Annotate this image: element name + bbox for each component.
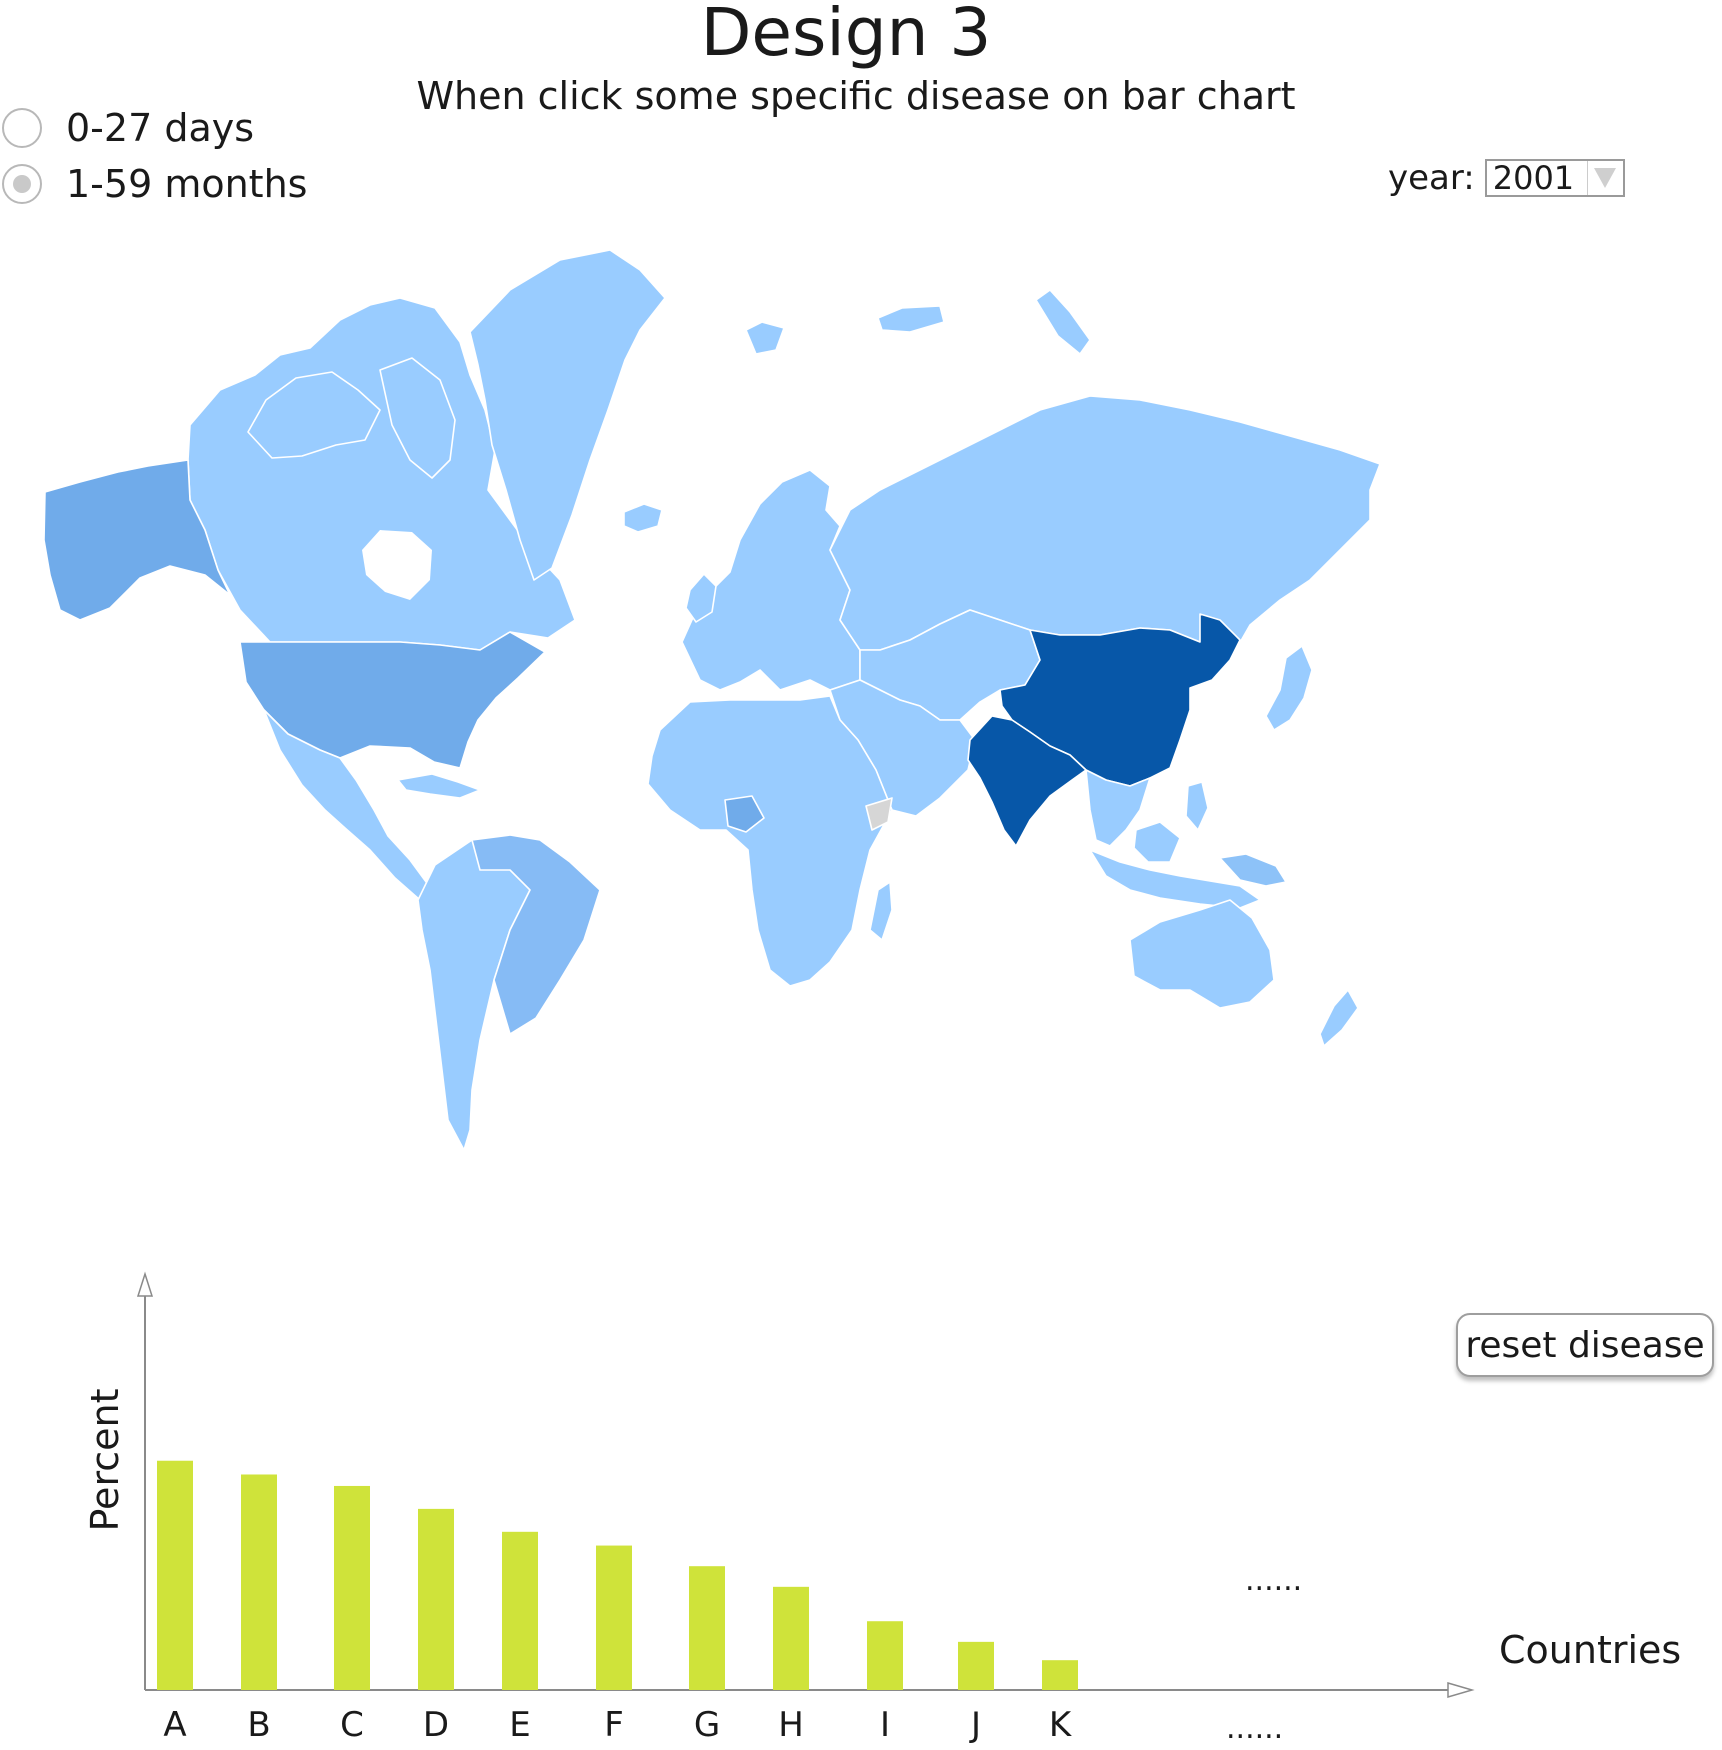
x-tick-label-H: H: [778, 1705, 804, 1745]
reset-disease-button[interactable]: reset disease: [1456, 1313, 1714, 1377]
map-region-philippines[interactable]: [1185, 781, 1209, 831]
map-region-nigeria[interactable]: [724, 795, 765, 833]
map-region-arctic-islands[interactable]: [247, 371, 381, 459]
bar-J[interactable]: [958, 1641, 994, 1690]
chart-x-ticks: A B C D E F G H I J K: [163, 1705, 1072, 1745]
map-region-africa[interactable]: [647, 695, 893, 987]
map-region-new-zealand[interactable]: [1319, 989, 1359, 1047]
map-region-india[interactable]: [967, 715, 1087, 847]
year-select[interactable]: 2001: [1484, 159, 1625, 197]
map-region-brazil[interactable]: [471, 834, 601, 1035]
year-value: 2001: [1492, 159, 1575, 197]
chart-continuation-upper: ......: [1245, 1563, 1302, 1598]
map-region-baffin[interactable]: [379, 357, 456, 479]
year-control: year: 2001: [1388, 158, 1625, 198]
x-tick-label-E: E: [509, 1705, 530, 1745]
map-region-papua[interactable]: [1219, 853, 1287, 887]
x-tick-label-C: C: [340, 1705, 364, 1745]
map-region-indonesia[interactable]: [1089, 849, 1261, 909]
bar-F[interactable]: [596, 1545, 632, 1690]
bar-chart-svg: Countries Percent ...... ...... A B C D E F G H…: [83, 1271, 1681, 1746]
bar-A[interactable]: [157, 1460, 193, 1690]
bar-chart: Countries Percent ...... ...... A B C D E F G H…: [0, 1270, 1722, 1750]
bar-D[interactable]: [418, 1508, 454, 1690]
bar-B[interactable]: [241, 1474, 277, 1690]
radio-button[interactable]: [2, 108, 42, 148]
x-tick-label-F: F: [604, 1705, 624, 1745]
y-axis-arrow-icon: [136, 1271, 154, 1297]
map-region-borneo[interactable]: [1133, 821, 1181, 863]
radio-label: 1-59 months: [66, 162, 308, 206]
world-map-svg: [43, 250, 1381, 1151]
map-region-caribbean[interactable]: [397, 773, 481, 799]
world-map[interactable]: [40, 250, 1540, 1240]
radio-option-1-59-months[interactable]: 1-59 months: [2, 156, 307, 212]
map-region-russia[interactable]: [829, 395, 1381, 661]
map-region-madagascar[interactable]: [869, 881, 893, 941]
chevron-down-icon[interactable]: [1586, 161, 1623, 195]
x-axis-label: Countries: [1499, 1628, 1681, 1672]
map-region-australia[interactable]: [1129, 899, 1275, 1009]
map-region-arctic-russia[interactable]: [1035, 289, 1091, 355]
map-region-uk[interactable]: [685, 573, 717, 623]
map-region-greenland[interactable]: [469, 250, 666, 581]
x-tick-label-I: I: [880, 1705, 890, 1745]
map-region-svalbard[interactable]: [745, 321, 785, 355]
bar-H[interactable]: [773, 1586, 809, 1690]
page-subtitle: When click some specific disease on bar …: [416, 74, 1296, 118]
map-region-alaska[interactable]: [43, 459, 231, 621]
age-filter-group: 0-27 days 1-59 months: [2, 100, 307, 212]
x-tick-label-G: G: [694, 1705, 720, 1745]
map-region-somalia[interactable]: [865, 797, 893, 831]
y-axis-label: Percent: [83, 1389, 127, 1532]
x-tick-label-B: B: [247, 1705, 270, 1745]
bar-K[interactable]: [1042, 1660, 1078, 1690]
map-region-iceland[interactable]: [623, 503, 663, 533]
year-label: year:: [1388, 158, 1475, 198]
radio-option-0-27-days[interactable]: 0-27 days: [2, 100, 307, 156]
map-region-southeast-asia[interactable]: [1085, 769, 1151, 847]
x-tick-label-A: A: [163, 1705, 186, 1745]
bar-E[interactable]: [502, 1531, 538, 1690]
radio-button[interactable]: [2, 164, 42, 204]
x-tick-label-J: J: [969, 1705, 981, 1745]
page-title: Design 3: [700, 0, 992, 71]
chart-bars: [157, 1460, 1078, 1690]
map-region-hudson-bay: [362, 530, 432, 600]
bar-I[interactable]: [867, 1621, 903, 1690]
chart-continuation-lower: ......: [1226, 1711, 1283, 1746]
x-axis-arrow-icon: [1447, 1682, 1475, 1698]
x-tick-label-K: K: [1049, 1705, 1073, 1745]
bar-C[interactable]: [334, 1485, 370, 1690]
radio-label: 0-27 days: [66, 106, 255, 150]
map-region-japan[interactable]: [1265, 645, 1313, 731]
x-tick-label-D: D: [423, 1705, 449, 1745]
map-region-novaya-zemlya[interactable]: [877, 305, 945, 333]
bar-G[interactable]: [689, 1566, 725, 1690]
